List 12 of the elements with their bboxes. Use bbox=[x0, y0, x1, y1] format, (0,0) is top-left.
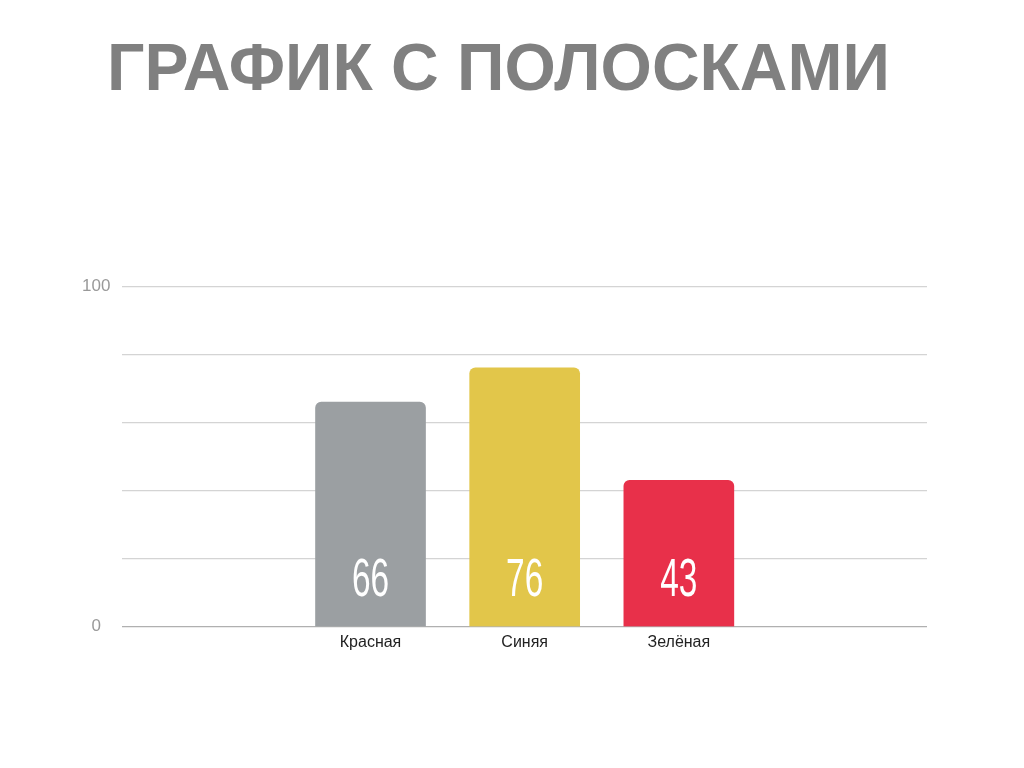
data-label: 66 bbox=[351, 546, 390, 609]
y-tick-label: 100 bbox=[81, 275, 111, 295]
bar bbox=[623, 480, 735, 627]
data-label: 43 bbox=[660, 546, 698, 609]
bar bbox=[469, 367, 581, 627]
x-tick-label: Синяя bbox=[501, 632, 549, 650]
bar bbox=[315, 401, 426, 627]
y-tick-label: 0 bbox=[91, 616, 101, 636]
x-tick-label: Зелёная bbox=[647, 632, 711, 650]
x-tick-label: Красная bbox=[339, 632, 402, 650]
data-label: 76 bbox=[506, 546, 544, 609]
chart-title: ГРАФИК С ПОЛОСКАМИ bbox=[107, 29, 890, 104]
